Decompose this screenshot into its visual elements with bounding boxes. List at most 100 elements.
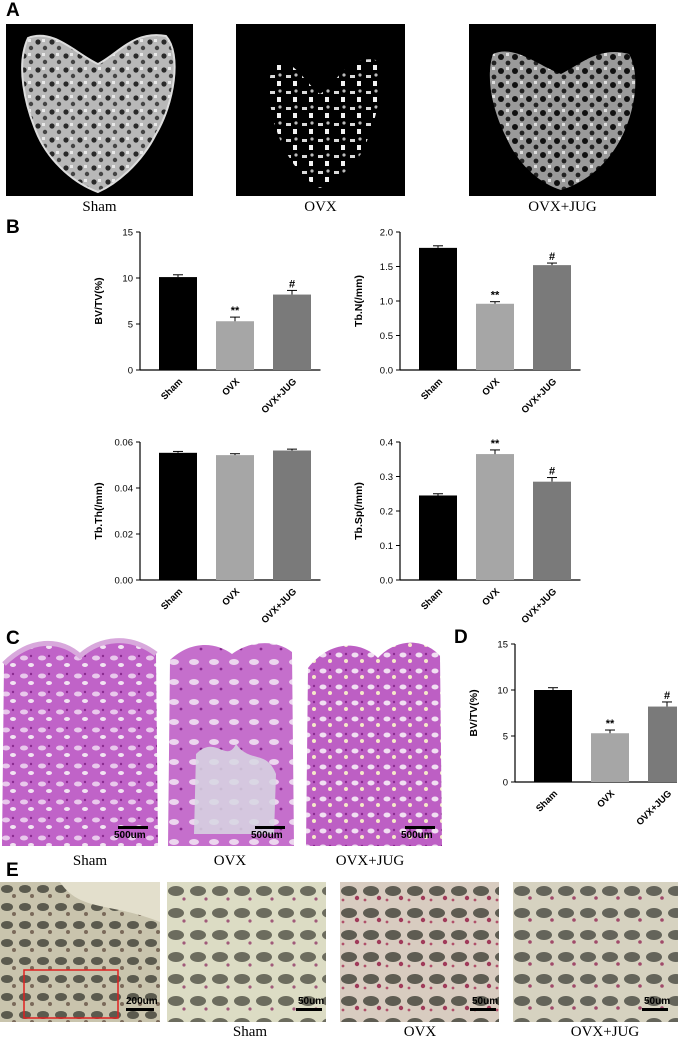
x-tick-label: Sham xyxy=(534,788,560,814)
y-tick-label: 0.2 xyxy=(380,507,393,518)
scale-label-e-ovx: 50um xyxy=(472,996,499,1007)
y-tick-label: 15 xyxy=(122,228,133,239)
bar xyxy=(419,247,457,370)
bar xyxy=(273,294,311,370)
bar xyxy=(533,265,571,370)
scale-label-e-sham: 50um xyxy=(298,996,325,1007)
y-tick-label: 0.0 xyxy=(380,366,393,377)
ihc-image-ovx-jug xyxy=(513,882,678,1022)
scale-label-e-overview: 200um xyxy=(126,996,158,1007)
y-tick-label: 5 xyxy=(128,320,133,331)
significance-label: ** xyxy=(491,290,500,302)
y-tick-label: 0.3 xyxy=(380,472,393,483)
y-tick-label: 0.04 xyxy=(115,484,134,495)
significance-label: ** xyxy=(231,305,240,317)
chart-tbn: 0.0 0.5 1.0 1.5 2.0 Tb.N(/mm) Sham ** OVX # OVX+JU… xyxy=(353,228,581,416)
scale-label-c-ovx: 500um xyxy=(251,830,283,841)
significance-label: ** xyxy=(606,718,615,730)
bar xyxy=(533,481,571,580)
x-tick-label: Sham xyxy=(419,376,445,402)
y-tick-label: 10 xyxy=(122,274,133,285)
bar xyxy=(216,455,254,580)
panel-letter-a: A xyxy=(6,0,20,21)
chart-bvtv-d: 0 5 10 15 BV/TV(%) Sham ** OVX # OVX+JUG xyxy=(468,640,677,828)
bar xyxy=(419,495,457,580)
histology-image-ovx-jug xyxy=(302,634,445,846)
x-tick-label: OVX xyxy=(220,376,242,398)
y-tick-label: 1.0 xyxy=(380,297,393,308)
bar xyxy=(476,454,514,580)
ihc-image-sham xyxy=(167,882,326,1022)
x-tick-label: Sham xyxy=(159,376,185,402)
chart-tbth: 0.00 0.02 0.04 0.06 Tb.Th(/mm) Sham OVX OVX+JUG xyxy=(93,438,321,626)
x-tick-label: OVX xyxy=(220,586,242,608)
x-tick-label: OVX+JUG xyxy=(259,376,299,416)
x-tick-label: OVX+JUG xyxy=(634,788,674,828)
y-tick-label: 0.1 xyxy=(380,541,393,552)
panel-letter-b: B xyxy=(6,217,20,238)
caption-a-sham: Sham xyxy=(82,199,117,215)
scale-bar-e-ovx xyxy=(470,1008,496,1011)
x-tick-label: OVX+JUG xyxy=(519,586,559,626)
y-tick-label: 0.02 xyxy=(115,530,134,541)
scale-bar-e-ovx-jug xyxy=(642,1008,668,1011)
panel-letter-e: E xyxy=(6,860,19,881)
scale-label-c-sham: 500um xyxy=(114,830,146,841)
scale-bar-c-ovx xyxy=(255,826,285,829)
scale-label-e-ovx-jug: 50um xyxy=(644,996,671,1007)
panel-letter-c: C xyxy=(6,628,20,649)
caption-a-ovx-jug: OVX+JUG xyxy=(528,199,597,215)
histology-image-ovx xyxy=(166,634,296,846)
microct-image-ovx xyxy=(236,24,405,196)
x-tick-label: OVX+JUG xyxy=(519,376,559,416)
bar xyxy=(273,450,311,580)
significance-label: # xyxy=(549,466,555,478)
bar xyxy=(476,303,514,370)
panel-letter-d: D xyxy=(454,627,468,648)
bar xyxy=(591,733,629,782)
microct-image-sham xyxy=(6,24,193,196)
bar xyxy=(159,452,197,580)
y-tick-label: 0 xyxy=(128,366,133,377)
bar xyxy=(216,321,254,370)
caption-a-ovx: OVX xyxy=(304,199,337,215)
scale-bar-c-sham xyxy=(118,826,148,829)
scale-bar-e-sham xyxy=(296,1008,322,1011)
histology-image-sham xyxy=(0,634,160,846)
y-tick-label: 1.5 xyxy=(380,262,393,273)
x-tick-label: OVX xyxy=(480,586,502,608)
chart-bvtv: 0 5 10 15 BV/TV(%) Sham ** OVX # OVX+JUG xyxy=(93,228,321,416)
ihc-image-overview xyxy=(0,882,160,1022)
ihc-image-ovx xyxy=(340,882,499,1022)
significance-label: # xyxy=(289,278,295,290)
significance-label: # xyxy=(664,690,670,702)
scale-label-c-ovx-jug: 500um xyxy=(401,830,433,841)
caption-c-sham: Sham xyxy=(72,853,108,869)
y-tick-label: 0.4 xyxy=(380,438,393,449)
caption-e-sham: Sham xyxy=(232,1024,268,1040)
bar xyxy=(648,706,677,782)
y-tick-label: 15 xyxy=(497,640,508,651)
caption-c-ovx-jug: OVX+JUG xyxy=(335,853,405,869)
x-tick-label: Sham xyxy=(159,586,185,612)
x-tick-label: OVX xyxy=(480,376,502,398)
x-tick-label: Sham xyxy=(419,586,445,612)
y-tick-label: 10 xyxy=(497,686,508,697)
y-axis-label: Tb.Th(/mm) xyxy=(93,482,105,539)
bar xyxy=(534,690,572,782)
caption-e-ovx-jug: OVX+JUG xyxy=(570,1024,640,1040)
y-tick-label: 0.0 xyxy=(380,576,393,587)
y-axis-label: BV/TV(%) xyxy=(93,277,105,324)
y-axis-label: Tb.N(/mm) xyxy=(353,275,365,327)
y-tick-label: 2.0 xyxy=(380,228,393,239)
scale-bar-e-overview xyxy=(126,1008,154,1011)
y-tick-label: 0 xyxy=(503,778,508,789)
caption-e-ovx: OVX xyxy=(403,1024,437,1040)
caption-c-ovx: OVX xyxy=(213,853,247,869)
significance-label: ** xyxy=(491,438,500,450)
significance-label: # xyxy=(549,251,555,263)
y-tick-label: 0.06 xyxy=(115,438,134,449)
chart-tbsp: 0.0 0.1 0.2 0.3 0.4 Tb.Sp(/mm) Sham ** OVX # OVX+J… xyxy=(353,438,581,626)
y-axis-label: BV/TV(%) xyxy=(468,689,480,736)
scale-bar-c-ovx-jug xyxy=(405,826,435,829)
